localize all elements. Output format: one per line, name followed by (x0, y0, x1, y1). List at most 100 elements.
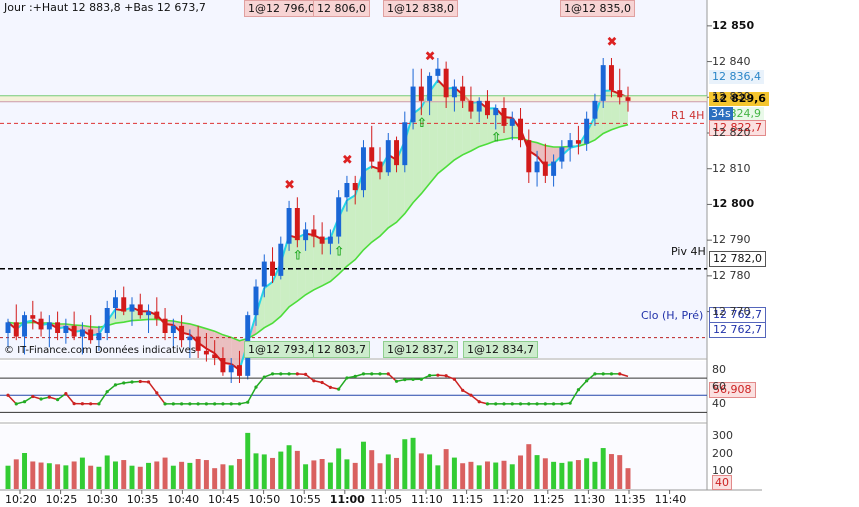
volume-bar (96, 466, 102, 489)
rsi-tick-label: 60 (712, 379, 726, 393)
buy-signal-icon: ⇧ (292, 248, 303, 263)
volume-bar (385, 454, 391, 489)
buy-signal-icon: ⇧ (334, 245, 345, 260)
rsi-point (378, 372, 382, 376)
volume-bar (146, 462, 152, 489)
rsi-point (419, 377, 423, 381)
volume-bar (236, 459, 242, 489)
rsi-point (593, 372, 597, 376)
candle-body (5, 322, 11, 333)
rsi-point (180, 402, 184, 406)
rsi-point (312, 379, 316, 383)
volume-bar (261, 454, 267, 489)
candle-body (13, 322, 19, 337)
rsi-point (295, 372, 299, 376)
volume-bar (71, 461, 77, 489)
sell-signal-icon: ✖ (606, 35, 617, 50)
tag-clo-2: 12 762,7 (709, 322, 766, 338)
ma-cloud (371, 166, 380, 243)
candle-body (228, 365, 234, 373)
volume-bar (567, 461, 573, 489)
rsi-point (80, 402, 84, 406)
rsi-line (577, 380, 588, 391)
candle-body (600, 65, 606, 101)
time-tick-label: 11:00 (329, 493, 365, 506)
rsi-point (328, 385, 332, 389)
volume-bar (137, 466, 143, 489)
volume-bar (212, 468, 218, 489)
ma-cloud (222, 334, 232, 364)
ma-cloud (313, 235, 323, 290)
volume-tick-label: 300 (712, 429, 733, 443)
candle-body (501, 108, 507, 126)
volume-bar (319, 459, 325, 489)
candle-body (451, 86, 457, 98)
volume-bar (493, 462, 499, 489)
candle-body (212, 354, 218, 358)
volume-bar (542, 458, 548, 489)
ma-cloud (206, 328, 215, 354)
time-tick-label: 11:05 (370, 493, 403, 506)
candle-body (352, 183, 358, 191)
candle-body (88, 329, 94, 341)
candle-body (319, 236, 325, 244)
time-tick-label: 11:25 (532, 493, 565, 506)
rsi-point (609, 372, 614, 376)
candle-body (162, 318, 168, 333)
candle-timer: 34s (709, 107, 733, 121)
ma-cloud (280, 235, 290, 317)
volume-bar (443, 449, 449, 489)
volume-bar (253, 453, 259, 489)
volume-bar (187, 462, 193, 489)
rsi-point (279, 372, 283, 376)
rsi-line (453, 378, 464, 391)
volume-bar (112, 461, 118, 489)
rsi-point (527, 402, 531, 406)
ma-cloud (437, 80, 447, 174)
right-margin (762, 0, 859, 507)
volume-bar (575, 460, 581, 489)
volume-tick-label: 200 (712, 446, 733, 460)
rsi-point (452, 377, 456, 381)
volume-bar (311, 460, 317, 489)
price-tick-label: 12 780 (712, 268, 751, 282)
rsi-point (361, 372, 366, 376)
piv-label: Piv 4H (671, 245, 706, 258)
candle-body (22, 315, 28, 337)
volume-bar (228, 465, 234, 489)
volume-bar (22, 453, 28, 489)
volume-bar (352, 462, 358, 489)
rsi-line (7, 394, 17, 405)
volume-bar (344, 459, 350, 489)
candle-body (187, 336, 193, 341)
rsi-point (254, 385, 258, 389)
copyright-icon: © (4, 345, 14, 356)
candle-body (418, 86, 424, 101)
volume-bar (625, 468, 631, 489)
rsi-point (262, 375, 266, 379)
tag-piv: 12 782,0 (709, 251, 766, 267)
watermark-text: IT-Finance.com Données indicatives (17, 345, 196, 356)
ma-cloud (355, 171, 364, 260)
candle-body (154, 311, 160, 319)
volume-bar (518, 455, 524, 489)
price-tick-label: 12 850 (712, 18, 755, 32)
time-tick-label: 11:10 (411, 493, 443, 506)
ma-cloud (297, 233, 306, 302)
time-tick-label: 11:40 (654, 493, 687, 506)
price-panel (0, 0, 707, 358)
candle-body (327, 236, 333, 244)
volume-bar (104, 455, 110, 489)
volume-bar (179, 461, 185, 489)
trade-annotation: 1@12 837,2 (383, 341, 458, 358)
clo-label: Clo (H, Pré) (641, 309, 704, 322)
header-info: Jour :+Haut 12 883,8 +Bas 12 673,7 (4, 1, 206, 14)
volume-bar (559, 462, 565, 489)
rsi-line (586, 373, 596, 382)
price-tick-label: 12 840 (712, 54, 751, 68)
rsi-point (461, 388, 465, 392)
rsi-point (221, 402, 225, 406)
volume-bar (294, 450, 300, 489)
candle-body (253, 286, 259, 316)
volume-bar (476, 465, 482, 489)
